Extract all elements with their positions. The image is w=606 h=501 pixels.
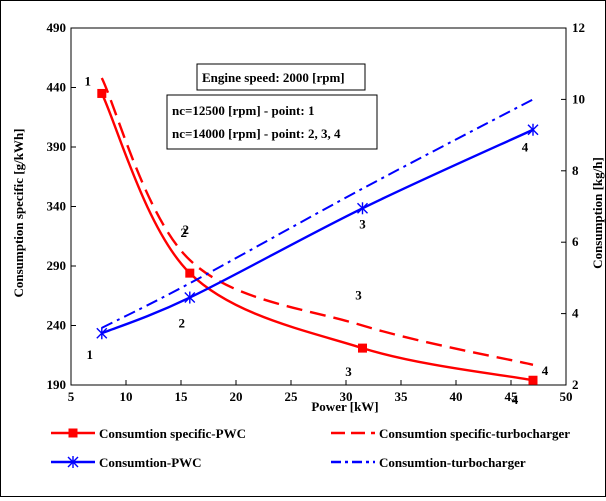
annotation-box-engine-speed: [196, 63, 366, 91]
y-axis-title-right: Consumption [kg/h]: [590, 157, 605, 269]
data-point-0: [528, 375, 538, 385]
y-right-tick-label: 6: [572, 234, 579, 249]
y-left-tick-label: 390: [47, 139, 67, 154]
point-label: 3: [355, 288, 362, 303]
point-label: 2: [181, 225, 188, 240]
x-tick-label: 30: [340, 389, 353, 404]
y-left-tick-label: 440: [47, 80, 67, 95]
y-axis-title-left: Consumption specific [g/kWh]: [11, 128, 26, 297]
y-right-tick-label: 10: [572, 91, 585, 106]
y-right-tick-label: 4: [572, 306, 579, 321]
series-line-0: [100, 92, 534, 382]
data-point-2: [357, 202, 368, 215]
series-line-3: [101, 98, 534, 329]
x-tick-label: 5: [68, 389, 75, 404]
legend-swatch-marker: [68, 428, 78, 438]
x-tick-label: 45: [505, 389, 519, 404]
point-label: 3: [345, 364, 352, 379]
data-point-0: [358, 343, 367, 353]
data-point-0: [97, 88, 107, 98]
data-point-0: [185, 268, 195, 278]
x-tick-label: 10: [120, 389, 133, 404]
point-label: 4: [542, 363, 549, 378]
y-left-tick-label: 290: [47, 258, 67, 273]
annotation-nc-line1: nc=12500 [rpm] - point: 1: [172, 103, 314, 118]
point-label: 2: [183, 222, 190, 237]
legend-label: Consumtion-turbocharger: [379, 455, 526, 470]
point-label: 4: [522, 140, 529, 155]
y-left-tick-label: 340: [47, 199, 67, 214]
y-left-tick-label: 240: [47, 318, 67, 333]
series-line-1: [100, 77, 534, 366]
x-tick-label: 20: [230, 389, 243, 404]
series-line-2: [101, 128, 534, 335]
x-tick-label: 40: [450, 389, 463, 404]
x-tick-label: 50: [560, 389, 573, 404]
y-left-tick-label: 190: [47, 377, 67, 392]
data-point-2: [184, 291, 196, 304]
legend-label: Consumtion specific-turbocharger: [379, 426, 570, 441]
annotation-engine-speed: Engine speed: 2000 [rpm]: [202, 70, 345, 85]
legend-item-3: Consumtion-turbocharger: [331, 455, 526, 470]
point-label: 2: [179, 316, 186, 331]
x-tick-label: 35: [395, 389, 409, 404]
x-tick-label: 15: [175, 389, 189, 404]
annotation-layer: Engine speed: 2000 [rpm] nc=12500 [rpm] …: [166, 63, 378, 150]
data-point-2: [96, 327, 108, 340]
legend-label: Consumtion-PWC: [99, 455, 202, 470]
y-right-tick-label: 2: [572, 377, 579, 392]
y-right-tick-label: 8: [572, 163, 579, 178]
annotation-box-nc: [166, 94, 378, 150]
data-point-2: [527, 123, 539, 136]
x-tick-label: 25: [285, 389, 299, 404]
point-label: 4: [512, 392, 519, 407]
annotation-nc-line2: nc=14000 [rpm] - point: 2, 3, 4: [172, 126, 341, 141]
point-label: 1: [87, 347, 94, 362]
point-label: 1: [85, 73, 92, 88]
legend-swatch-marker: [67, 456, 79, 468]
legend-label: Consumtion specific-PWC: [99, 426, 246, 441]
legend-item-0: Consumtion specific-PWC: [51, 426, 246, 441]
y-left-tick-label: 490: [47, 20, 67, 35]
y-right-tick-label: 12: [572, 20, 585, 35]
legend-item-1: Consumtion specific-turbocharger: [331, 426, 570, 441]
point-label: 3: [359, 216, 366, 231]
x-axis-title: Power [kW]: [311, 399, 378, 414]
